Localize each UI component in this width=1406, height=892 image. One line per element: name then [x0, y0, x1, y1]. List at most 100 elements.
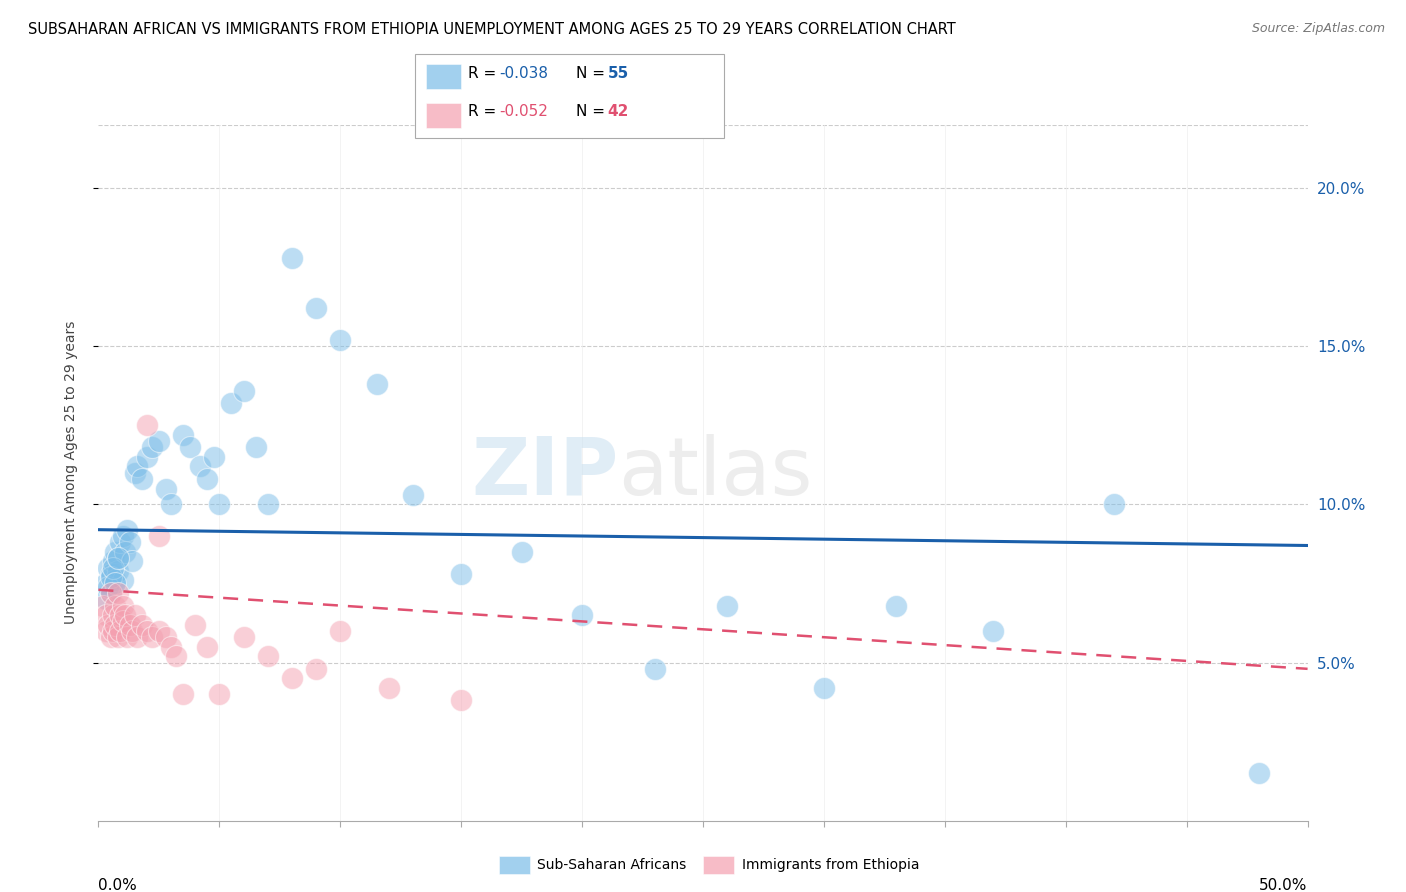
Point	[108, 608, 131, 623]
Point	[124, 608, 146, 623]
Point	[114, 608, 136, 623]
Point	[208, 497, 231, 511]
Point	[104, 599, 127, 613]
Point	[100, 630, 122, 644]
Point	[281, 671, 304, 685]
Point	[256, 497, 278, 511]
Point	[97, 560, 120, 574]
Text: N =: N =	[576, 104, 610, 119]
Text: 0.0%: 0.0%	[98, 878, 138, 892]
Text: Immigrants from Ethiopia: Immigrants from Ethiopia	[742, 858, 920, 872]
Point	[107, 564, 129, 578]
Point	[135, 450, 157, 464]
Point	[121, 624, 143, 638]
Point	[111, 615, 134, 629]
Point	[148, 434, 170, 449]
Point	[117, 630, 139, 644]
Point	[155, 630, 177, 644]
Point	[135, 624, 157, 638]
Point	[100, 566, 122, 581]
Point	[184, 617, 207, 632]
Point	[101, 554, 124, 568]
Point	[94, 576, 117, 591]
Text: 50.0%: 50.0%	[1260, 878, 1308, 892]
Text: -0.038: -0.038	[499, 66, 548, 80]
Point	[329, 624, 352, 638]
Text: 42: 42	[607, 104, 628, 119]
Point	[305, 662, 328, 676]
Point	[107, 551, 129, 566]
Point	[127, 459, 149, 474]
Y-axis label: Unemployment Among Ages 25 to 29 years: Unemployment Among Ages 25 to 29 years	[63, 321, 77, 624]
Point	[121, 554, 143, 568]
Point	[148, 624, 170, 638]
Point	[179, 441, 201, 455]
Point	[1102, 497, 1125, 511]
Point	[100, 586, 122, 600]
Point	[172, 687, 194, 701]
Text: 55: 55	[607, 66, 628, 80]
Point	[97, 580, 120, 594]
Point	[221, 396, 243, 410]
Point	[510, 545, 533, 559]
Point	[377, 681, 399, 695]
Point	[94, 592, 117, 607]
Point	[402, 488, 425, 502]
Point	[155, 482, 177, 496]
Point	[160, 497, 183, 511]
Text: Sub-Saharan Africans: Sub-Saharan Africans	[537, 858, 686, 872]
Point	[108, 624, 131, 638]
Point	[232, 384, 254, 398]
Point	[100, 586, 122, 600]
Point	[1249, 766, 1271, 780]
Point	[94, 624, 117, 638]
Point	[131, 617, 153, 632]
Point	[716, 599, 738, 613]
Point	[232, 630, 254, 644]
Point	[118, 617, 141, 632]
Text: R =: R =	[468, 66, 502, 80]
Point	[165, 649, 187, 664]
Point	[127, 630, 149, 644]
Point	[91, 599, 114, 613]
Point	[245, 441, 267, 455]
Text: SUBSAHARAN AFRICAN VS IMMIGRANTS FROM ETHIOPIA UNEMPLOYMENT AMONG AGES 25 TO 29 : SUBSAHARAN AFRICAN VS IMMIGRANTS FROM ET…	[28, 22, 956, 37]
Point	[101, 560, 124, 574]
Point	[111, 574, 134, 588]
Point	[101, 624, 124, 638]
Point	[208, 687, 231, 701]
Point	[118, 535, 141, 549]
Point	[94, 608, 117, 623]
Point	[107, 586, 129, 600]
Point	[644, 662, 666, 676]
Point	[305, 301, 328, 316]
Point	[366, 377, 388, 392]
Point	[450, 566, 472, 581]
Text: ZIP: ZIP	[471, 434, 619, 512]
Point	[813, 681, 835, 695]
Point	[114, 545, 136, 559]
Point	[141, 441, 163, 455]
Text: N =: N =	[576, 66, 610, 80]
Point	[108, 535, 131, 549]
Point	[101, 608, 124, 623]
Point	[104, 617, 127, 632]
Point	[195, 640, 218, 654]
Point	[160, 640, 183, 654]
Point	[107, 551, 129, 566]
Point	[571, 608, 593, 623]
Point	[104, 574, 127, 588]
Text: Source: ZipAtlas.com: Source: ZipAtlas.com	[1251, 22, 1385, 36]
Point	[124, 466, 146, 480]
Point	[100, 570, 122, 584]
Point	[204, 450, 226, 464]
Point	[107, 630, 129, 644]
Text: R =: R =	[468, 104, 502, 119]
Point	[148, 529, 170, 543]
Point	[195, 472, 218, 486]
Point	[135, 418, 157, 433]
Point	[97, 617, 120, 632]
Point	[188, 459, 211, 474]
Point	[329, 333, 352, 347]
Point	[104, 545, 127, 559]
